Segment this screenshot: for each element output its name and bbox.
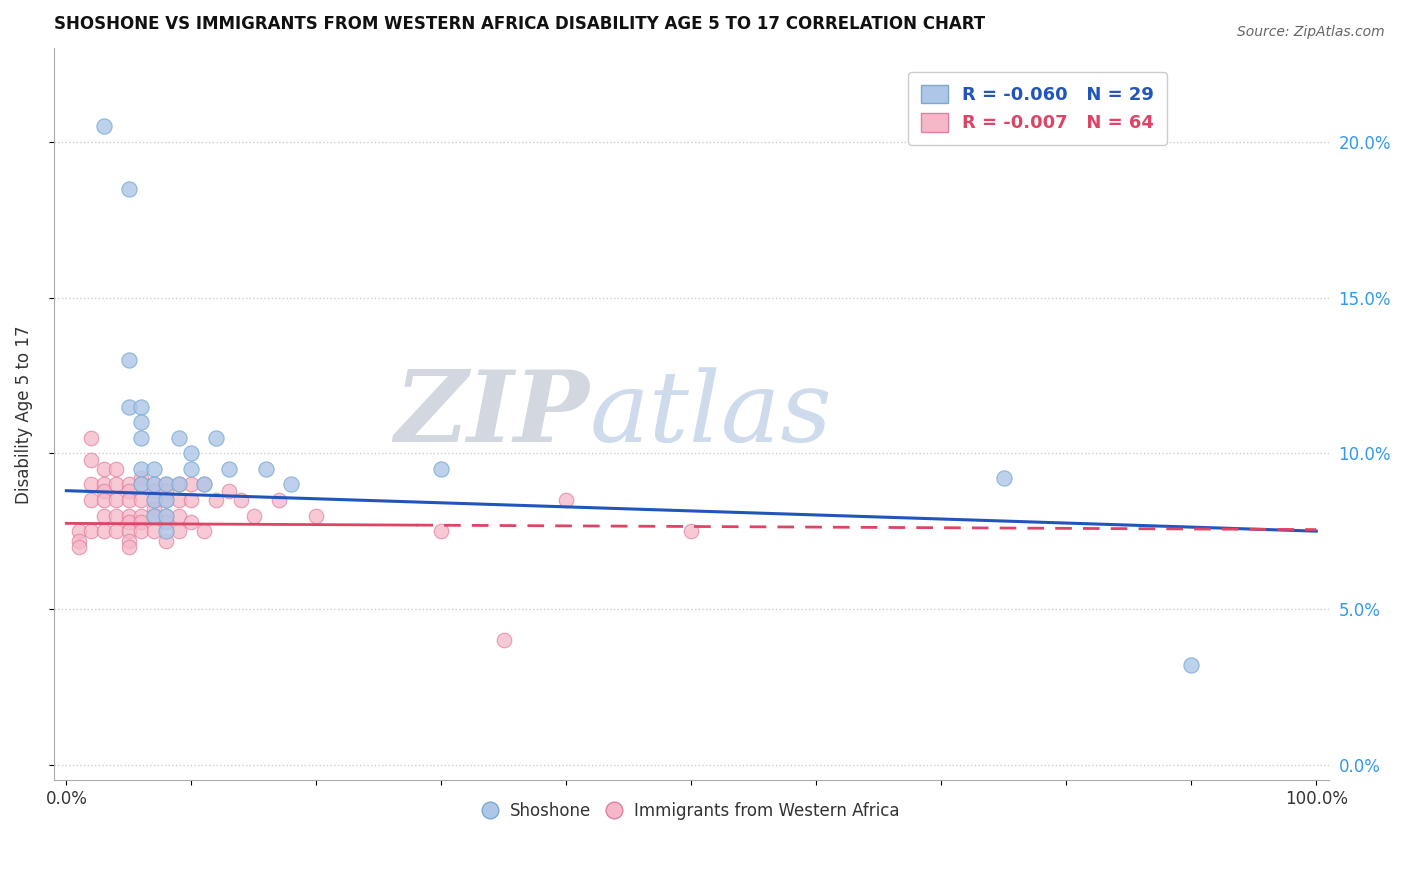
- Point: [555, 493, 578, 508]
- Point: [205, 431, 228, 445]
- Point: [80, 452, 103, 467]
- Point: [142, 477, 165, 491]
- Text: SHOSHONE VS IMMIGRANTS FROM WESTERN AFRICA DISABILITY AGE 5 TO 17 CORRELATION CH: SHOSHONE VS IMMIGRANTS FROM WESTERN AFRI…: [53, 15, 986, 33]
- Point: [142, 477, 165, 491]
- Point: [80, 431, 103, 445]
- Point: [118, 515, 141, 529]
- Point: [243, 508, 266, 523]
- Point: [80, 477, 103, 491]
- Point: [93, 477, 115, 491]
- Point: [180, 477, 202, 491]
- Point: [430, 524, 453, 538]
- Point: [167, 493, 190, 508]
- Point: [681, 524, 703, 538]
- Text: ZIP: ZIP: [394, 366, 589, 463]
- Point: [267, 493, 290, 508]
- Point: [142, 483, 165, 498]
- Point: [155, 493, 177, 508]
- Point: [131, 508, 153, 523]
- Point: [155, 508, 177, 523]
- Point: [118, 400, 141, 414]
- Point: [118, 540, 141, 554]
- Point: [142, 493, 165, 508]
- Point: [993, 471, 1015, 485]
- Point: [430, 462, 453, 476]
- Point: [142, 508, 165, 523]
- Point: [131, 415, 153, 429]
- Point: [155, 477, 177, 491]
- Legend: Shoshone, Immigrants from Western Africa: Shoshone, Immigrants from Western Africa: [477, 796, 907, 827]
- Point: [492, 633, 515, 648]
- Point: [167, 477, 190, 491]
- Point: [142, 508, 165, 523]
- Point: [67, 533, 90, 548]
- Point: [180, 515, 202, 529]
- Point: [131, 515, 153, 529]
- Point: [80, 493, 103, 508]
- Text: atlas: atlas: [589, 367, 832, 462]
- Point: [280, 477, 302, 491]
- Point: [155, 483, 177, 498]
- Point: [193, 477, 215, 491]
- Point: [93, 524, 115, 538]
- Point: [142, 524, 165, 538]
- Point: [118, 483, 141, 498]
- Point: [155, 493, 177, 508]
- Point: [118, 533, 141, 548]
- Point: [118, 352, 141, 367]
- Point: [67, 524, 90, 538]
- Point: [118, 181, 141, 195]
- Point: [93, 120, 115, 134]
- Point: [254, 462, 277, 476]
- Point: [131, 400, 153, 414]
- Point: [131, 524, 153, 538]
- Point: [193, 477, 215, 491]
- Point: [167, 524, 190, 538]
- Point: [180, 462, 202, 476]
- Point: [180, 493, 202, 508]
- Point: [305, 508, 328, 523]
- Y-axis label: Disability Age 5 to 17: Disability Age 5 to 17: [15, 325, 32, 504]
- Point: [93, 508, 115, 523]
- Point: [131, 477, 153, 491]
- Point: [142, 502, 165, 516]
- Point: [142, 493, 165, 508]
- Point: [131, 477, 153, 491]
- Point: [93, 462, 115, 476]
- Point: [193, 524, 215, 538]
- Point: [205, 493, 228, 508]
- Point: [105, 524, 128, 538]
- Point: [105, 493, 128, 508]
- Point: [131, 431, 153, 445]
- Point: [67, 540, 90, 554]
- Point: [131, 462, 153, 476]
- Point: [105, 508, 128, 523]
- Point: [180, 446, 202, 460]
- Point: [93, 483, 115, 498]
- Point: [167, 508, 190, 523]
- Point: [155, 515, 177, 529]
- Point: [131, 493, 153, 508]
- Point: [105, 477, 128, 491]
- Point: [155, 477, 177, 491]
- Point: [155, 508, 177, 523]
- Point: [218, 483, 240, 498]
- Point: [105, 462, 128, 476]
- Point: [155, 533, 177, 548]
- Point: [118, 477, 141, 491]
- Point: [131, 471, 153, 485]
- Point: [1180, 658, 1202, 673]
- Point: [231, 493, 253, 508]
- Point: [93, 493, 115, 508]
- Text: Source: ZipAtlas.com: Source: ZipAtlas.com: [1237, 25, 1385, 39]
- Point: [167, 477, 190, 491]
- Point: [167, 431, 190, 445]
- Point: [155, 524, 177, 538]
- Point: [80, 524, 103, 538]
- Point: [118, 508, 141, 523]
- Point: [118, 493, 141, 508]
- Point: [118, 524, 141, 538]
- Point: [218, 462, 240, 476]
- Point: [142, 462, 165, 476]
